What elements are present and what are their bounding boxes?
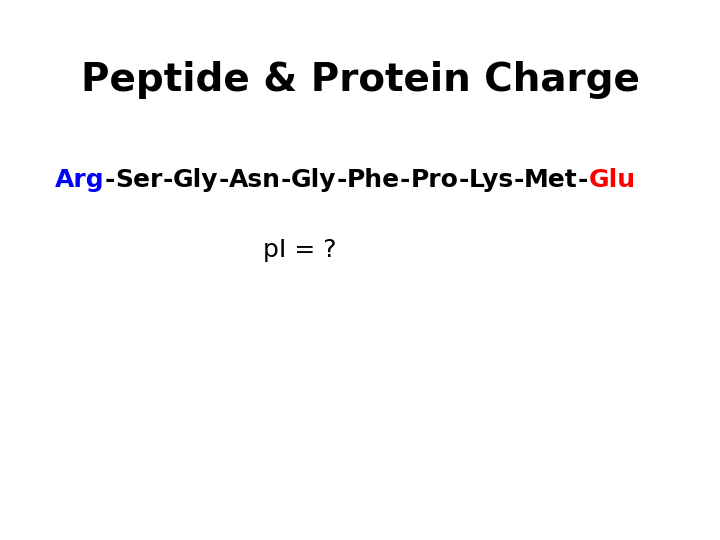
Text: Met: Met [524, 168, 578, 192]
Text: -: - [458, 168, 469, 192]
Text: -: - [218, 168, 229, 192]
Text: Asn: Asn [229, 168, 281, 192]
Text: Gly: Gly [173, 168, 218, 192]
Text: Gly: Gly [291, 168, 336, 192]
Text: -: - [514, 168, 524, 192]
Text: -: - [578, 168, 588, 192]
Text: Phe: Phe [347, 168, 400, 192]
Text: -: - [104, 168, 115, 192]
Text: Lys: Lys [469, 168, 514, 192]
Text: -: - [336, 168, 347, 192]
Text: -: - [163, 168, 173, 192]
Text: Peptide & Protein Charge: Peptide & Protein Charge [81, 61, 639, 99]
Text: Arg: Arg [55, 168, 104, 192]
Text: Glu: Glu [588, 168, 635, 192]
Text: -: - [281, 168, 291, 192]
Text: pI = ?: pI = ? [264, 238, 337, 262]
Text: Pro: Pro [410, 168, 458, 192]
Text: -: - [400, 168, 410, 192]
Text: Ser: Ser [115, 168, 163, 192]
